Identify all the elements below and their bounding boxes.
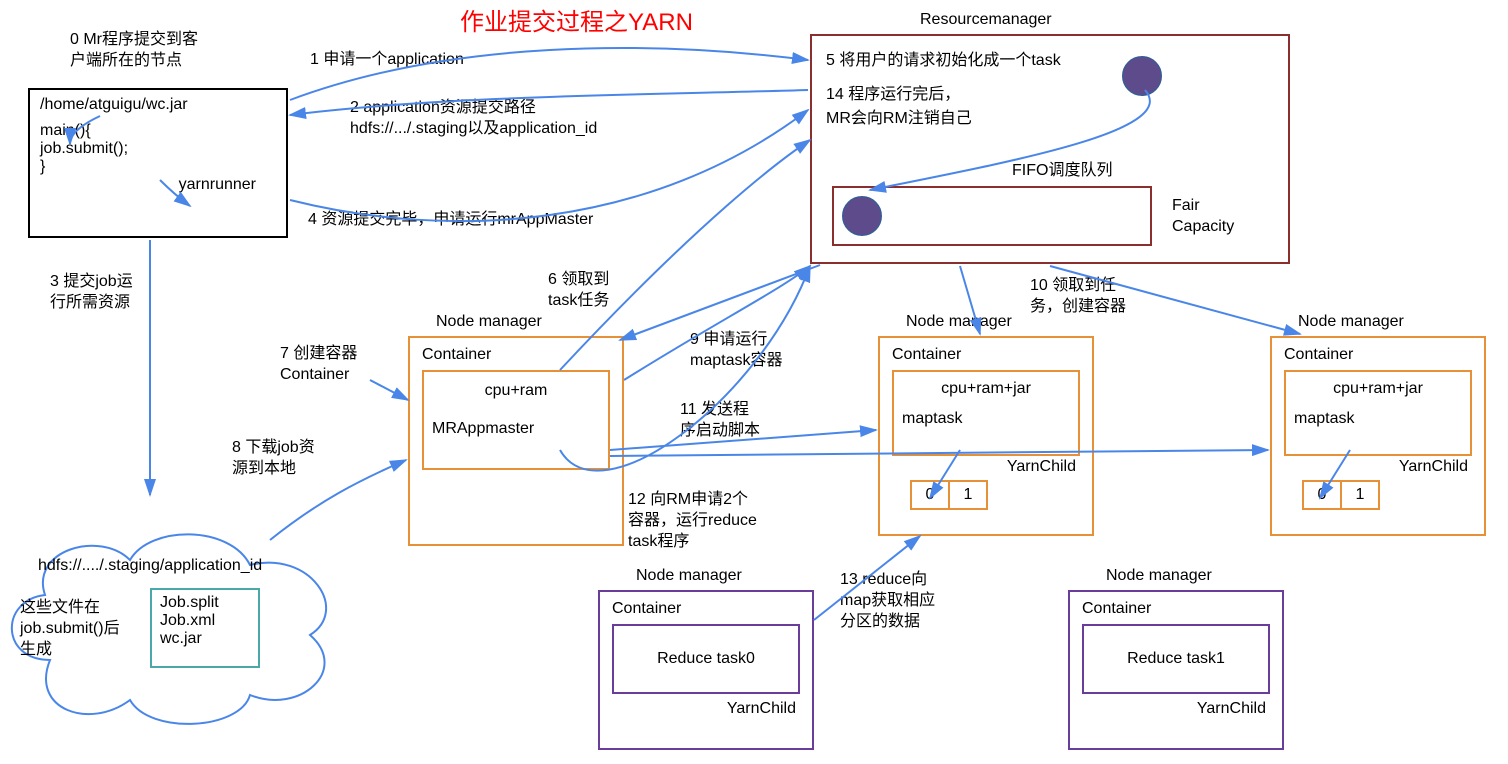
- rm-queue-task-icon: [842, 196, 882, 236]
- edge8-label: 8 下载job资 源到本地: [232, 438, 315, 480]
- edge13-label: 13 reduce向 map获取相应 分区的数据: [840, 570, 935, 632]
- nm4-title: Node manager: [636, 566, 742, 587]
- rm-init-task-icon: [1122, 56, 1162, 96]
- nm2-maptask: maptask: [894, 410, 1078, 428]
- nm3-box: Container cpu+ram+jar maptask YarnChild …: [1270, 336, 1486, 536]
- nm2-title: Node manager: [906, 312, 1012, 333]
- edge1-label: 1 申请一个application: [310, 50, 464, 71]
- rm-fifo: FIFO调度队列: [1012, 156, 1112, 180]
- nm2-inner: cpu+ram+jar maptask: [892, 370, 1080, 456]
- nm2-cell0: 0: [910, 480, 950, 510]
- nm3-cell0: 0: [1302, 480, 1342, 510]
- nm3-maptask: maptask: [1286, 410, 1470, 428]
- nm3-yarnchild: YarnChild: [1284, 458, 1472, 476]
- nm4-box: Container Reduce task0 YarnChild: [598, 590, 814, 750]
- nm2-cpuram: cpu+ram+jar: [894, 380, 1078, 398]
- nm1-inner: cpu+ram MRAppmaster: [422, 370, 610, 470]
- rm-step5: 5 将用户的请求初始化成一个task: [826, 46, 1274, 70]
- client-code-main: main(){: [40, 122, 276, 140]
- rm-step14b: MR会向RM注销自己: [826, 104, 1274, 128]
- nm5-task: Reduce task1: [1127, 650, 1225, 667]
- edge9-label: 9 申请运行 maptask容器: [690, 330, 782, 372]
- hdfs-f1: Job.split: [160, 594, 250, 612]
- rm-step14a: 14 程序运行完后，: [826, 80, 1274, 104]
- nm5-title: Node manager: [1106, 566, 1212, 587]
- edge4-label: 4 资源提交完毕，申请运行mrAppMaster: [308, 210, 593, 231]
- rm-fair: Fair Capacity: [1172, 196, 1234, 238]
- edge7-label: 7 创建容器 Container: [280, 344, 357, 386]
- diagram-title: 作业提交过程之YARN: [460, 2, 693, 37]
- nm1-box: Container cpu+ram MRAppmaster: [408, 336, 624, 546]
- hdfs-files-box: Job.split Job.xml wc.jar: [150, 588, 260, 668]
- edge11-label: 11 发送程 序启动脚本: [680, 400, 760, 442]
- edge6-label: 6 领取到 task任务: [548, 270, 609, 312]
- nm1-title: Node manager: [436, 312, 542, 333]
- nm5-yarnchild: YarnChild: [1082, 700, 1270, 718]
- edge2-label: 2 application资源提交路径 hdfs://.../.staging以…: [350, 98, 597, 140]
- nm4-container-label: Container: [612, 600, 800, 618]
- hdfs-note: 这些文件在 job.submit()后 生成: [20, 598, 120, 660]
- hdfs-f3: wc.jar: [160, 630, 250, 648]
- nm3-cpuram: cpu+ram+jar: [1286, 380, 1470, 398]
- client-box: /home/atguigu/wc.jar main(){ job.submit(…: [28, 88, 288, 238]
- hdfs-path: hdfs://..../.staging/application_id: [38, 556, 262, 577]
- nm4-yarnchild: YarnChild: [612, 700, 800, 718]
- nm1-container-label: Container: [422, 346, 610, 364]
- client-runner: yarnrunner: [40, 176, 276, 194]
- edge10-label: 10 领取到任 务，创建容器: [1030, 276, 1126, 318]
- client-code-submit: job.submit();: [40, 140, 276, 158]
- nm1-cpuram: cpu+ram: [424, 382, 608, 400]
- edge12-label: 12 向RM申请2个 容器，运行reduce task程序: [628, 490, 757, 552]
- nm4-task: Reduce task0: [657, 650, 755, 667]
- client-path: /home/atguigu/wc.jar: [40, 96, 276, 114]
- nm3-title: Node manager: [1298, 312, 1404, 333]
- edge3-label: 3 提交job运 行所需资源: [50, 272, 133, 314]
- rm-box: 5 将用户的请求初始化成一个task 14 程序运行完后， MR会向RM注销自己…: [810, 34, 1290, 264]
- rm-title: Resourcemanager: [920, 10, 1052, 31]
- nm3-cell1: 1: [1340, 480, 1380, 510]
- nm2-box: Container cpu+ram+jar maptask YarnChild …: [878, 336, 1094, 536]
- step0-label: 0 Mr程序提交到客 户端所在的节点: [70, 30, 198, 72]
- nm3-inner: cpu+ram+jar maptask: [1284, 370, 1472, 456]
- hdfs-f2: Job.xml: [160, 612, 250, 630]
- nm2-container-label: Container: [892, 346, 1080, 364]
- nm1-appmaster: MRAppmaster: [424, 420, 608, 438]
- nm2-cell1: 1: [948, 480, 988, 510]
- nm4-inner: Reduce task0: [612, 624, 800, 694]
- client-code-end: }: [40, 158, 276, 176]
- nm5-container-label: Container: [1082, 600, 1270, 618]
- nm2-yarnchild: YarnChild: [892, 458, 1080, 476]
- nm3-container-label: Container: [1284, 346, 1472, 364]
- nm5-inner: Reduce task1: [1082, 624, 1270, 694]
- nm5-box: Container Reduce task1 YarnChild: [1068, 590, 1284, 750]
